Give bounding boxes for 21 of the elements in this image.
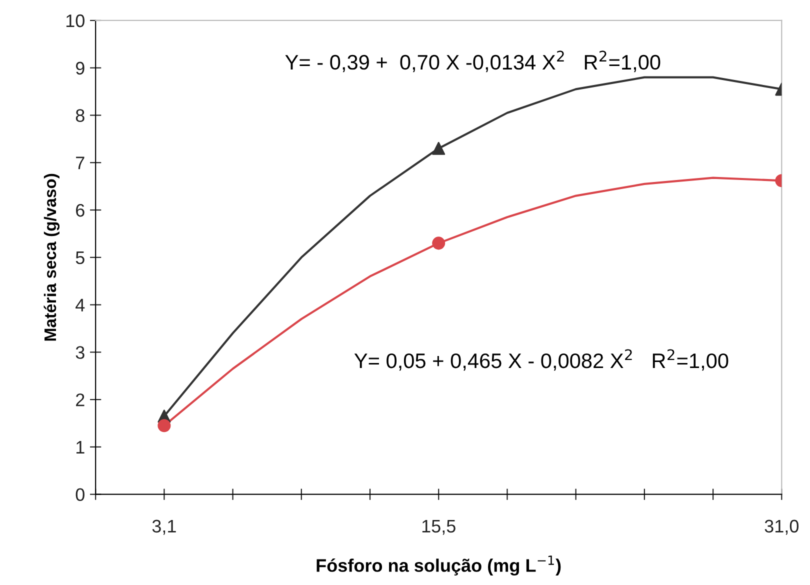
y-tick-label: 10 (66, 14, 84, 28)
text: Y= - 0,39 + 0,70 X -0,0134 X$^{2}$ R$^{2}$=1,00 (285, 50, 660, 72)
x-tick-label: 3,1 (152, 520, 176, 535)
y-tick-label: 5 (76, 252, 84, 264)
point (432, 236, 446, 250)
y-tick-label: 0 (76, 488, 84, 502)
y-tick-label: 2 (76, 393, 84, 406)
y-tick-label: 1 (76, 441, 84, 454)
y-tick-label: 7 (76, 156, 84, 170)
y-tick-label: 6 (76, 204, 84, 217)
y-tick-label: 8 (76, 109, 84, 122)
y-tick-label: 9 (76, 62, 84, 75)
x-tick-label: 15,5 (422, 520, 456, 535)
x-tick-label: 31,0 (764, 520, 799, 535)
y-tick-label: 3 (76, 346, 84, 359)
x-axis-title: Fósforo na solução (mg L$^{−1}$) (316, 556, 561, 576)
point (432, 142, 446, 155)
y-axis-title: Matéria seca (g/vaso) (44, 174, 60, 341)
y-tick-label: 4 (76, 298, 85, 312)
text: Y= 0,05 + 0,465 X - 0,0082 X$^{2}$ R$^{2}$=1,00 (354, 349, 728, 371)
point (158, 419, 171, 432)
